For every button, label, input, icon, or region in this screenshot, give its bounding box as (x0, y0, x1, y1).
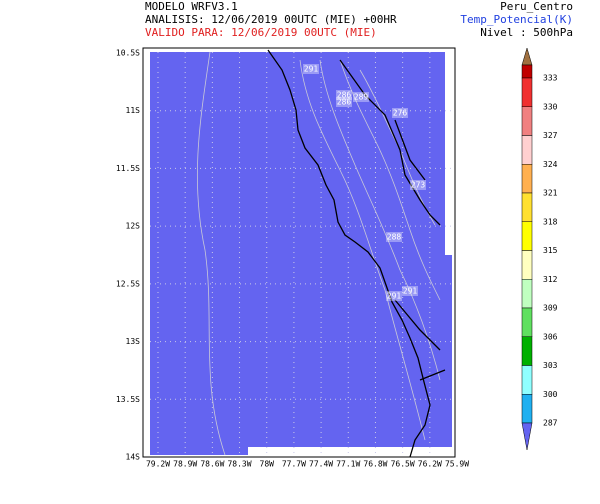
colorbar-segment (521, 106, 533, 136)
colorbar-label: 303 (543, 361, 558, 370)
contour-label-box (353, 92, 369, 102)
colorbar-segment (521, 64, 533, 79)
lat-label: 14S (126, 453, 141, 462)
lat-label: 11S (126, 106, 141, 115)
colorbar-label: 327 (543, 131, 558, 140)
colorbar-segment (521, 135, 533, 165)
colorbar-label: 330 (543, 102, 558, 111)
lon-label: 78.3W (227, 460, 251, 469)
region: Peru_Centro (500, 0, 573, 13)
colorbar-segment (521, 77, 533, 107)
contour-label: 291 (304, 65, 319, 74)
isotherm (299, 59, 426, 441)
lat-label: 13S (126, 337, 141, 346)
lat-label: 12.5S (116, 279, 140, 288)
lon-label: 76.5W (391, 460, 415, 469)
lon-label: 77.1W (336, 460, 360, 469)
colorbar-segment (521, 307, 533, 337)
colorbar-label: 315 (543, 246, 558, 255)
contour-label: 289 (354, 93, 369, 102)
variable: Temp_Potencial(K) (460, 13, 573, 26)
colorbar-segment (521, 192, 533, 222)
contour-label: 286 (337, 91, 352, 100)
lon-label: 78.9W (173, 460, 197, 469)
lon-label: 77.7W (282, 460, 306, 469)
lon-label: 78W (260, 460, 275, 469)
colorbar: 333 330 327 324 321 318 315 312 309 306 303 300 287 (521, 47, 558, 451)
lat-label: 10.5S (116, 49, 140, 58)
lon-label: 76.2W (418, 460, 442, 469)
colorbar-top (521, 47, 533, 66)
colorbar-segment (521, 336, 533, 366)
contour-label-box (402, 286, 418, 296)
contour-label: 288 (387, 233, 402, 242)
lon-label: 78.6W (200, 460, 224, 469)
lat-label: 11.5S (116, 164, 140, 173)
colorbar-segment (521, 279, 533, 309)
colorbar-label: 287 (543, 419, 558, 428)
lon-label: 76.8W (363, 460, 387, 469)
temperature-field (150, 52, 452, 455)
colorbar-label: 318 (543, 217, 558, 226)
contour-label: 286 (337, 98, 352, 107)
coastline (267, 49, 431, 458)
valid-time: VALIDO PARA: 12/06/2019 00UTC (MIE) (145, 26, 377, 39)
lat-label: 13.5S (116, 395, 140, 404)
contour-label: 273 (411, 181, 426, 190)
contour-label-box (336, 90, 352, 100)
level: Nivel : 500hPa (480, 26, 573, 39)
lon-label: 77.4W (309, 460, 333, 469)
contour-label-box (386, 291, 402, 301)
model-title: MODELO WRFV3.1 (145, 0, 238, 13)
lat-label: 12S (126, 222, 141, 231)
colorbar-segment (521, 394, 533, 424)
isotherm (319, 59, 441, 381)
lon-label: 79.2W (146, 460, 170, 469)
colorbar-label: 306 (543, 332, 558, 341)
colorbar-bottom (521, 422, 533, 451)
borders (339, 59, 446, 381)
colorbar-segment (521, 221, 533, 251)
contour-label: 291 (403, 287, 418, 296)
analysis-time: ANALISIS: 12/06/2019 00UTC (MIE) +00HR (145, 13, 397, 26)
grid (150, 52, 452, 455)
lon-label: 75.9W (445, 460, 469, 469)
colorbar-label: 333 (543, 74, 558, 83)
contour-label-box (336, 97, 352, 107)
colorbar-segment (521, 250, 533, 280)
isotherm (197, 51, 226, 456)
contour-label-box (303, 64, 319, 74)
contour-label-box (386, 232, 402, 242)
contour-label: 276 (393, 109, 408, 118)
colorbar-segment (521, 365, 533, 395)
contour-label-box (410, 180, 426, 190)
isotherm (339, 59, 441, 301)
contour-label-box (392, 108, 408, 118)
colorbar-label: 309 (543, 304, 558, 313)
colorbar-segment (521, 164, 533, 194)
colorbar-label: 321 (543, 189, 558, 198)
colorbar-label: 324 (543, 160, 558, 169)
contour-label: 291 (387, 292, 402, 301)
colorbar-label: 300 (543, 390, 558, 399)
colorbar-label: 312 (543, 275, 558, 284)
